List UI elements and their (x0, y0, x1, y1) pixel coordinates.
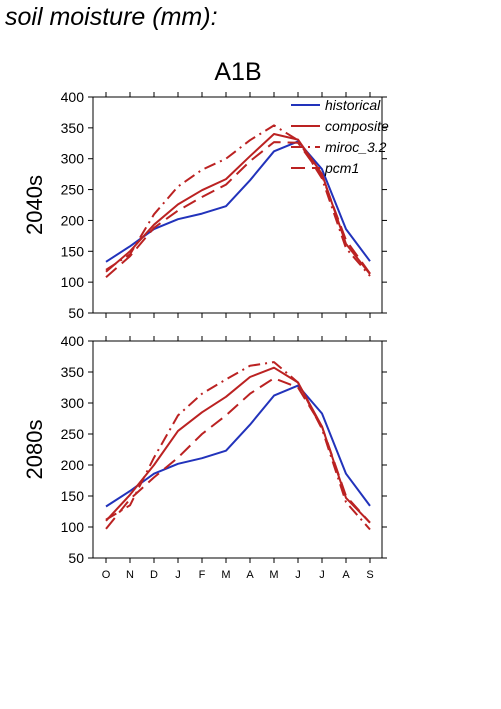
plot-frame-2080s (92, 340, 383, 559)
x-tick-label: F (199, 569, 206, 581)
plot-frame-2040s (92, 96, 383, 314)
x-tick-label: O (102, 569, 111, 581)
legend-label-miroc_3.2: miroc_3.2 (325, 139, 387, 155)
x-tick-label: M (269, 569, 278, 581)
y-tick-label: 50 (68, 550, 84, 566)
y-tick-label: 400 (61, 89, 85, 105)
x-tick-label: A (342, 569, 350, 581)
y-tick-label: 50 (68, 305, 84, 321)
x-tick-label: N (126, 569, 134, 581)
x-tick-label: J (319, 569, 325, 581)
y-tick-label: 300 (61, 151, 85, 167)
y-tick-label: 300 (61, 395, 85, 411)
y-tick-label: 100 (61, 519, 85, 535)
y-tick-label: 250 (61, 182, 85, 198)
series-line-pcm1 (105, 141, 371, 278)
series-line-composite (105, 133, 371, 275)
chart-title: A1B (214, 58, 261, 86)
y-tick-label: 200 (61, 212, 85, 228)
y-tick-label: 400 (61, 333, 85, 349)
page-title: soil moisture (mm): (5, 3, 218, 31)
y-tick-label: 200 (61, 457, 85, 473)
x-tick-label: M (221, 569, 230, 581)
y-axis-label-2080s: 2080s (22, 420, 47, 480)
y-tick-label: 100 (61, 274, 85, 290)
x-tick-label: A (246, 569, 254, 581)
y-tick-label: 150 (61, 243, 85, 259)
y-tick-label: 350 (61, 364, 85, 380)
x-tick-label: D (150, 569, 158, 581)
y-tick-label: 350 (61, 120, 85, 136)
legend-label-pcm1: pcm1 (324, 160, 359, 176)
x-tick-label: S (366, 569, 373, 581)
x-tick-label: J (175, 569, 181, 581)
series-line-historical (105, 384, 371, 508)
x-tick-label: J (295, 569, 301, 581)
y-tick-label: 150 (61, 488, 85, 504)
y-axis-label-2040s: 2040s (22, 175, 47, 235)
legend-label-composite: composite (325, 118, 389, 134)
legend-label-historical: historical (325, 97, 381, 113)
series-line-pcm1 (105, 377, 371, 530)
series-line-composite (105, 366, 371, 524)
series-line-miroc_3.2 (105, 361, 371, 531)
y-tick-label: 250 (61, 426, 85, 442)
